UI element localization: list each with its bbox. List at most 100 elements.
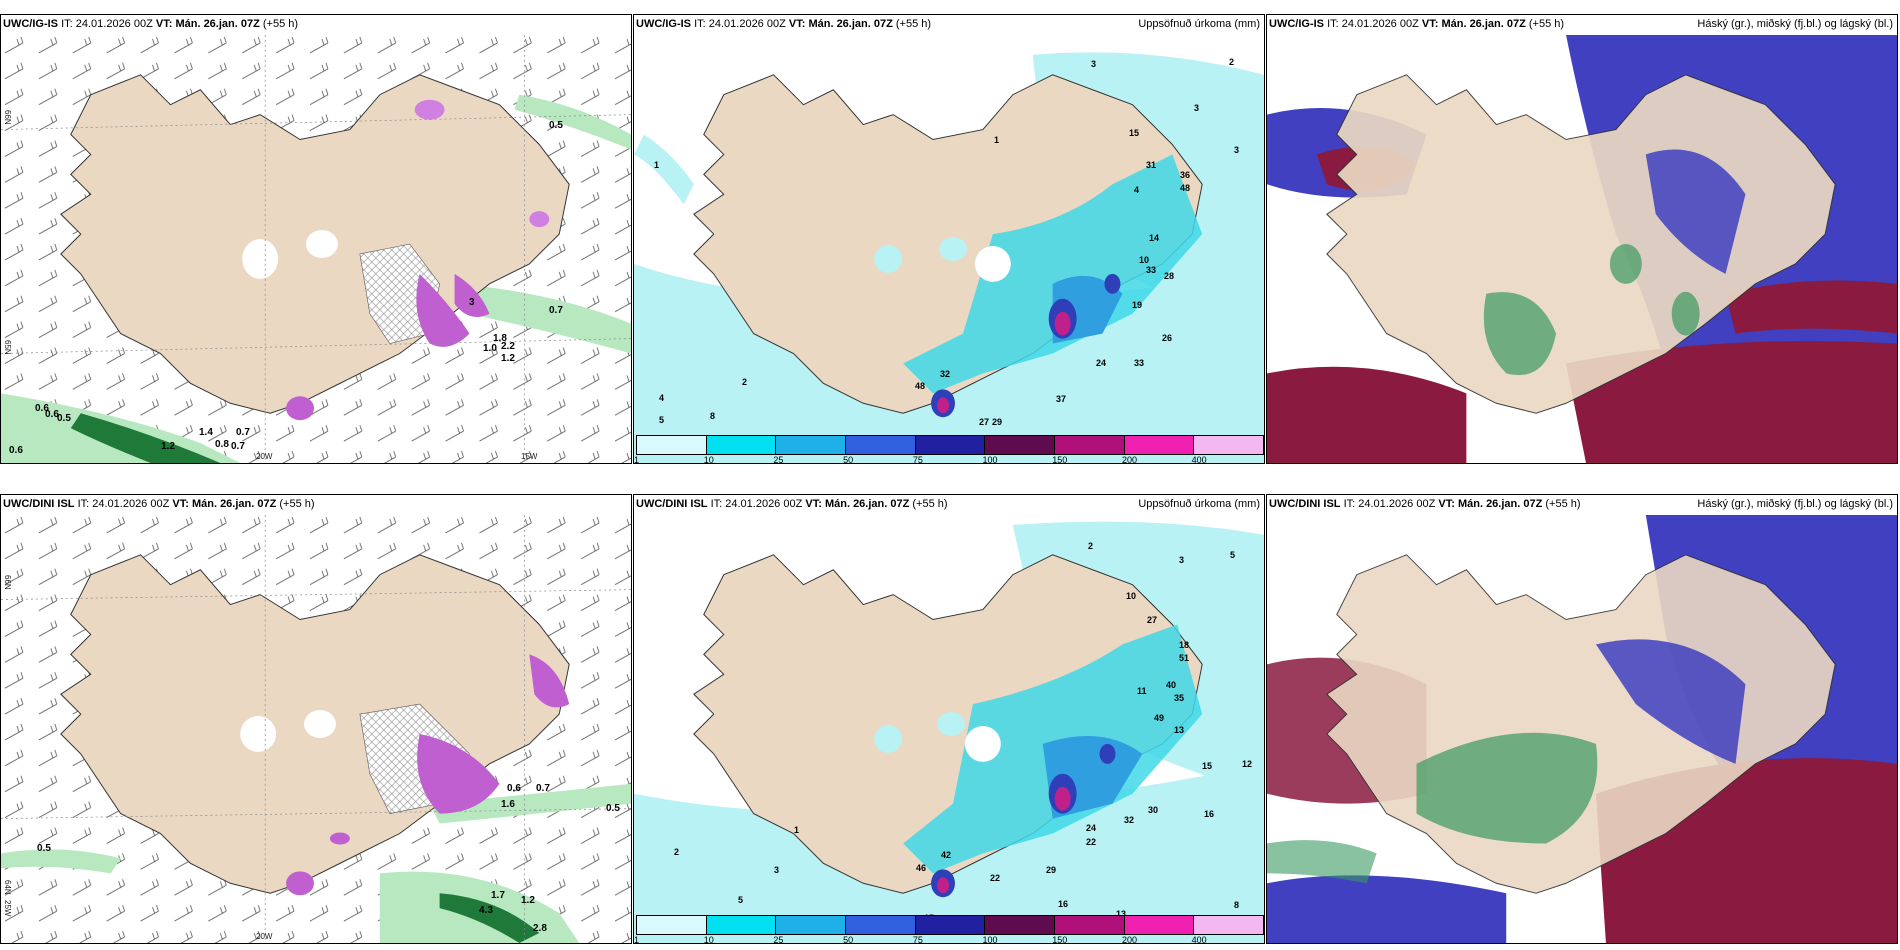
cloud-low <box>1566 341 1897 463</box>
wind-map-svg <box>1 515 631 943</box>
value-label: 12 <box>1242 759 1253 769</box>
precip-purple <box>286 396 315 421</box>
value-label: 2.8 <box>533 923 547 934</box>
value-label: 1.0 <box>483 343 497 354</box>
dry-area <box>964 726 1001 762</box>
precip-panel-title: Uppsöfnuð úrkoma (mm) <box>1138 18 1260 30</box>
precip-light <box>939 237 967 261</box>
precip-purple <box>529 654 570 708</box>
cloud-high <box>1483 292 1557 376</box>
cloud-panel-title: Háský (gr.), miðský (fj.bl.) og lágský (… <box>1697 498 1893 510</box>
map-area[interactable] <box>1 35 631 463</box>
panel-top-precip-map: UWC/IG-IS IT: 24.01.2026 00Z VT: Mán. 26… <box>633 14 1265 464</box>
value-label: 3 <box>1091 59 1097 69</box>
lat-label: 64N <box>3 880 12 895</box>
cloud-map-svg <box>1267 35 1897 463</box>
cloud-panel-title: Háský (gr.), miðský (fj.bl.) og lágský (… <box>1697 18 1893 30</box>
glacier-white <box>306 230 338 258</box>
glacier-white <box>304 710 336 738</box>
value-label: 27 <box>1147 615 1158 625</box>
snow-band-dark <box>439 893 540 943</box>
map-area[interactable] <box>1267 515 1897 943</box>
value-label: 15 <box>1129 128 1140 138</box>
value-label: 32 <box>940 369 951 379</box>
value-label: 16 <box>1204 809 1215 819</box>
cloud-high <box>1609 244 1642 284</box>
value-label: 0.6 <box>35 403 49 414</box>
precip-magenta <box>937 877 949 894</box>
map-area[interactable] <box>1267 35 1897 463</box>
legend-ticks: 1 10 25 50 75 100 150 200 400 <box>634 455 1207 464</box>
panel-title: UWC/IG-IS IT: 24.01.2026 00Z VT: Mán. 26… <box>1269 18 1565 30</box>
value-label: 22 <box>1086 837 1097 847</box>
value-label: 3 <box>1194 103 1200 113</box>
value-label: 2 <box>1088 541 1094 551</box>
map-area[interactable] <box>634 35 1264 463</box>
value-label: 5 <box>659 415 665 425</box>
value-label: 8 <box>1234 900 1240 910</box>
dry-area <box>974 246 1011 282</box>
lat-label: 65N <box>3 340 12 355</box>
value-label: 2.2 <box>501 341 515 352</box>
lon-label: 25W <box>3 900 12 917</box>
precip-purple <box>417 733 500 814</box>
precip-light <box>937 712 965 736</box>
glacier-white <box>240 716 277 752</box>
panel-top-cloud-map: UWC/IG-IS IT: 24.01.2026 00Z VT: Mán. 26… <box>1266 14 1898 464</box>
value-label: 48 <box>1180 183 1191 193</box>
value-label: 0.5 <box>37 843 51 854</box>
value-label: 29 <box>1046 865 1057 875</box>
map-area[interactable] <box>634 515 1264 943</box>
value-label: 4 <box>659 393 665 403</box>
cloud-mid <box>1595 639 1746 764</box>
legend-colorbar <box>636 435 1264 455</box>
value-label: 0.7 <box>536 783 550 794</box>
value-label: 19 <box>1132 300 1143 310</box>
value-label: 28 <box>1164 271 1175 281</box>
value-label: 4 <box>1134 185 1140 195</box>
value-label: 0.7 <box>231 441 245 452</box>
value-label: 0.6 <box>507 783 521 794</box>
value-label: 33 <box>1134 358 1145 368</box>
value-label: 15 <box>1202 761 1213 771</box>
value-label: 5 <box>738 895 744 905</box>
cloud-mid <box>1267 875 1507 943</box>
value-label: 0.6 <box>9 445 23 456</box>
parallel <box>1 338 631 354</box>
value-label: 46 <box>916 863 927 873</box>
value-label: 11 <box>1137 686 1147 696</box>
value-label: 3 <box>1234 145 1240 155</box>
snow-band-green <box>1 849 121 874</box>
panel-top-wind-map: UWC/IG-IS IT: 24.01.2026 00Z VT: Mán. 26… <box>0 14 632 464</box>
value-label: 1.4 <box>199 427 213 438</box>
value-label: 10 <box>1126 591 1137 601</box>
map-area[interactable] <box>1 515 631 943</box>
value-label: 1.6 <box>501 799 515 810</box>
value-label: 3 <box>1179 555 1185 565</box>
lon-label: 20W <box>256 932 273 941</box>
precip-purple <box>416 273 470 347</box>
precip-purple <box>454 273 490 318</box>
value-label: 0.5 <box>606 803 620 814</box>
value-label: 30 <box>1148 805 1159 815</box>
value-label: 0.6 <box>45 409 59 420</box>
panel-title: UWC/DINI ISL IT: 24.01.2026 00Z VT: Mán.… <box>636 498 948 510</box>
value-label: 2 <box>742 377 748 387</box>
value-label: 29 <box>992 417 1003 427</box>
precip-legend: 1 10 25 50 75 100 150 200 400 <box>634 435 1264 464</box>
legend-colorbar <box>636 915 1264 935</box>
value-label: 1.8 <box>493 333 507 344</box>
lon-label: 20W <box>256 452 273 461</box>
precip-light <box>874 725 903 753</box>
glacier-white <box>242 239 279 279</box>
precip-light <box>634 134 694 205</box>
value-label: 1.7 <box>491 890 505 901</box>
value-label: 4.3 <box>479 905 493 916</box>
value-label: 10 <box>1139 255 1150 265</box>
lon-label: 15W <box>521 452 538 461</box>
value-label: 35 <box>1174 693 1185 703</box>
value-label: 0.8 <box>215 439 229 450</box>
panel-title: UWC/DINI ISL IT: 24.01.2026 00Z VT: Mán.… <box>1269 498 1581 510</box>
value-label: 26 <box>1162 333 1173 343</box>
precip-purple <box>329 832 350 845</box>
